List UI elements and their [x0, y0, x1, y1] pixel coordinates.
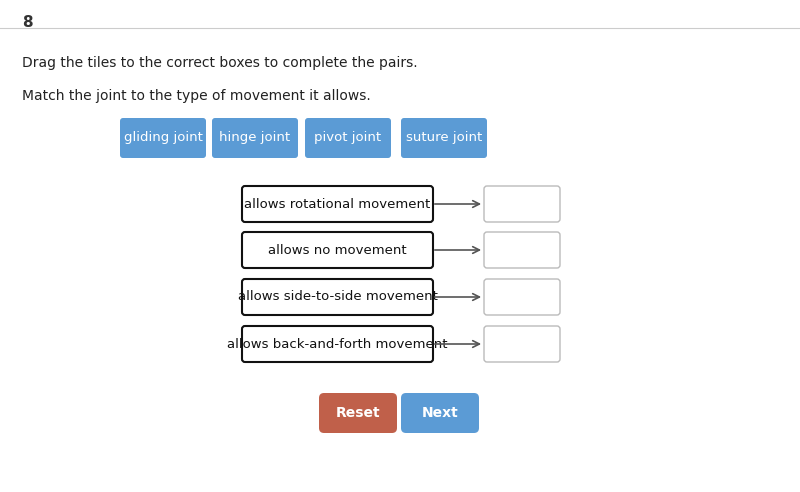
FancyBboxPatch shape — [242, 279, 433, 315]
FancyBboxPatch shape — [212, 118, 298, 158]
FancyBboxPatch shape — [242, 186, 433, 222]
Text: Next: Next — [422, 406, 458, 420]
FancyBboxPatch shape — [120, 118, 206, 158]
FancyBboxPatch shape — [484, 232, 560, 268]
Text: allows rotational movement: allows rotational movement — [244, 197, 430, 211]
FancyBboxPatch shape — [319, 393, 397, 433]
FancyBboxPatch shape — [305, 118, 391, 158]
Text: gliding joint: gliding joint — [123, 131, 202, 145]
FancyBboxPatch shape — [484, 279, 560, 315]
FancyBboxPatch shape — [242, 326, 433, 362]
FancyBboxPatch shape — [401, 393, 479, 433]
Text: Drag the tiles to the correct boxes to complete the pairs.: Drag the tiles to the correct boxes to c… — [22, 56, 418, 70]
FancyBboxPatch shape — [401, 118, 487, 158]
Text: Reset: Reset — [336, 406, 380, 420]
Text: hinge joint: hinge joint — [219, 131, 290, 145]
Text: allows no movement: allows no movement — [268, 244, 407, 256]
Text: 8: 8 — [22, 15, 33, 30]
Text: suture joint: suture joint — [406, 131, 482, 145]
Text: pivot joint: pivot joint — [314, 131, 382, 145]
Text: allows back-and-forth movement: allows back-and-forth movement — [227, 338, 448, 350]
FancyBboxPatch shape — [484, 186, 560, 222]
Text: allows side-to-side movement: allows side-to-side movement — [238, 290, 438, 304]
FancyBboxPatch shape — [484, 326, 560, 362]
FancyBboxPatch shape — [242, 232, 433, 268]
Text: Match the joint to the type of movement it allows.: Match the joint to the type of movement … — [22, 89, 370, 103]
